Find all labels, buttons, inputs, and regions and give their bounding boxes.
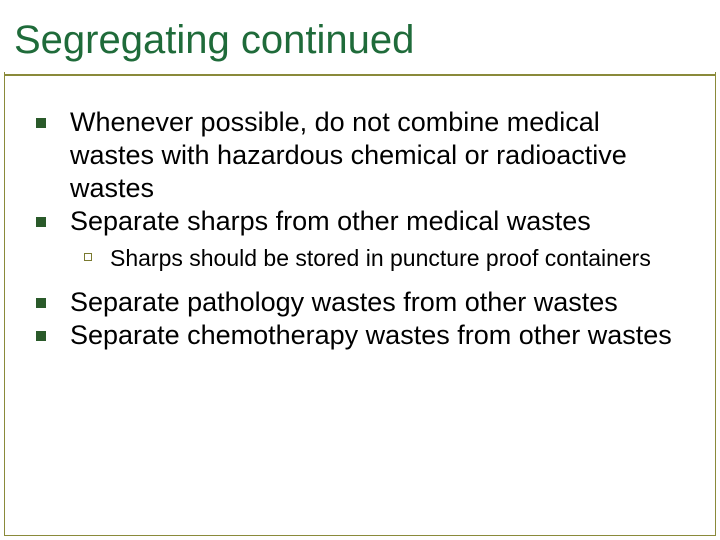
hollow-square-bullet-icon xyxy=(84,253,92,261)
title-region: Segregating continued xyxy=(4,4,716,72)
bullet-item: Separate chemotherapy wastes from other … xyxy=(30,319,690,352)
bullet-text: Separate pathology wastes from other was… xyxy=(70,286,618,319)
bullet-text: Separate sharps from other medical waste… xyxy=(70,205,591,238)
slide: Segregating continued Whenever possible,… xyxy=(0,0,720,540)
square-bullet-icon xyxy=(36,118,46,128)
sub-bullet-text: Sharps should be stored in puncture proo… xyxy=(110,244,651,272)
bullet-item: Separate sharps from other medical waste… xyxy=(30,205,690,238)
bullet-item: Separate pathology wastes from other was… xyxy=(30,286,690,319)
sub-bullet-item: Sharps should be stored in puncture proo… xyxy=(84,244,690,272)
bullet-item: Whenever possible, do not combine medica… xyxy=(30,106,690,205)
slide-content: Whenever possible, do not combine medica… xyxy=(30,106,690,352)
title-underline xyxy=(4,74,716,76)
slide-title: Segregating continued xyxy=(14,18,708,62)
square-bullet-icon xyxy=(36,331,46,341)
bullet-group-2: Separate pathology wastes from other was… xyxy=(30,286,690,352)
bullet-text: Whenever possible, do not combine medica… xyxy=(70,106,690,205)
bullet-text: Separate chemotherapy wastes from other … xyxy=(70,319,672,352)
sub-bullet-group: Sharps should be stored in puncture proo… xyxy=(84,244,690,272)
square-bullet-icon xyxy=(36,298,46,308)
square-bullet-icon xyxy=(36,217,46,227)
